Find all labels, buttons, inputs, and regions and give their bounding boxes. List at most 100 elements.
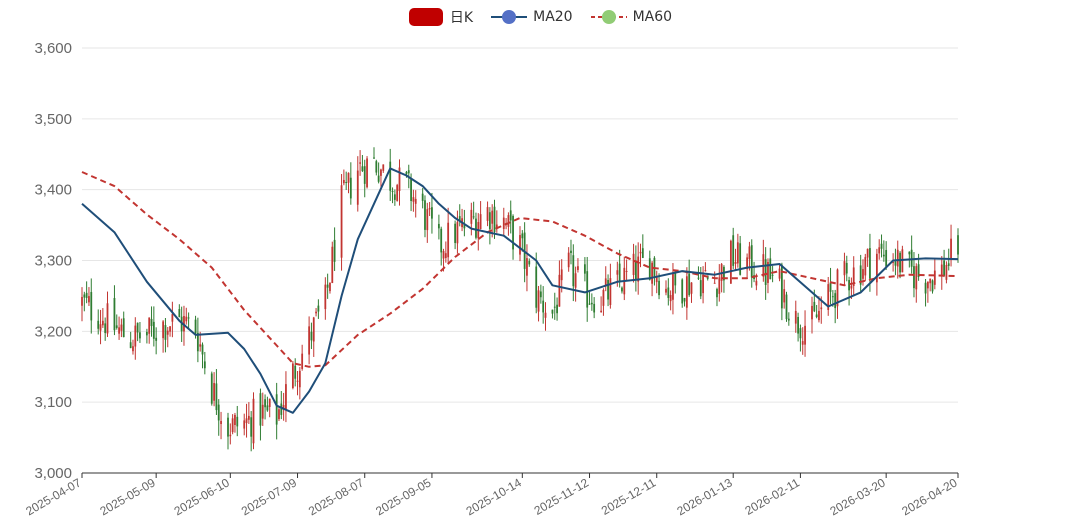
candle bbox=[342, 169, 345, 186]
candle bbox=[639, 243, 642, 268]
candle bbox=[359, 150, 361, 176]
candle bbox=[843, 252, 846, 286]
candle bbox=[259, 388, 262, 441]
candle bbox=[275, 382, 278, 440]
candle bbox=[957, 228, 959, 263]
candle bbox=[185, 307, 188, 325]
candle bbox=[296, 371, 299, 396]
candle bbox=[412, 189, 415, 212]
candle bbox=[101, 308, 104, 328]
candle bbox=[139, 321, 141, 343]
candle bbox=[577, 258, 579, 273]
candle bbox=[475, 212, 477, 240]
candle bbox=[653, 256, 656, 286]
candle bbox=[437, 214, 440, 240]
x-tick-label: 2026-03-20 bbox=[827, 475, 887, 518]
candle bbox=[493, 199, 496, 239]
candle bbox=[145, 328, 148, 344]
candle bbox=[169, 326, 171, 337]
candle bbox=[491, 204, 494, 238]
candle bbox=[845, 255, 848, 282]
candle bbox=[609, 263, 612, 309]
candle bbox=[537, 285, 540, 322]
candle bbox=[454, 220, 457, 250]
candle bbox=[783, 279, 786, 309]
candle bbox=[85, 281, 88, 304]
candle bbox=[291, 361, 294, 390]
candle bbox=[252, 392, 255, 450]
candle bbox=[672, 263, 674, 315]
legend-item-ma20[interactable]: MA20 bbox=[491, 6, 573, 28]
candle bbox=[528, 258, 531, 267]
candle bbox=[785, 291, 788, 322]
candle bbox=[196, 317, 199, 363]
candle bbox=[380, 168, 382, 187]
candle bbox=[910, 235, 913, 274]
candle bbox=[818, 296, 820, 323]
candle bbox=[470, 202, 473, 236]
candle bbox=[604, 266, 607, 292]
candle bbox=[345, 171, 348, 190]
candle bbox=[882, 240, 885, 262]
candle bbox=[120, 318, 123, 338]
candle bbox=[456, 210, 459, 254]
candle bbox=[681, 278, 684, 308]
candle bbox=[278, 406, 280, 422]
candle bbox=[236, 405, 239, 437]
candle bbox=[83, 291, 86, 312]
candle bbox=[234, 412, 236, 433]
candle bbox=[104, 317, 107, 341]
candle bbox=[621, 286, 623, 294]
candle bbox=[829, 267, 832, 305]
candle bbox=[428, 202, 431, 217]
candle bbox=[486, 201, 489, 227]
lines-layer bbox=[81, 167, 959, 414]
legend-ma60-label: MA60 bbox=[632, 9, 673, 25]
candle bbox=[375, 159, 378, 176]
x-tick-label: 2025-08-07 bbox=[306, 475, 366, 518]
candle bbox=[129, 331, 132, 349]
y-tick-label: 3,000 bbox=[34, 465, 72, 482]
candle bbox=[88, 287, 90, 306]
candle bbox=[201, 342, 204, 369]
candle bbox=[880, 234, 883, 258]
candle bbox=[625, 259, 628, 281]
candle bbox=[447, 207, 450, 264]
candle bbox=[702, 266, 704, 304]
candle bbox=[326, 273, 329, 299]
candle bbox=[398, 159, 401, 206]
candle bbox=[349, 162, 352, 205]
candle bbox=[347, 172, 350, 194]
candle bbox=[317, 299, 320, 319]
candle bbox=[431, 192, 433, 234]
candle bbox=[943, 249, 945, 278]
candle bbox=[804, 310, 806, 357]
candle bbox=[217, 399, 220, 436]
candle bbox=[229, 423, 232, 445]
legend-item-kline[interactable]: 日K bbox=[408, 6, 473, 28]
candle bbox=[748, 241, 751, 271]
chart-legend: 日K MA20 MA60 bbox=[0, 6, 1080, 28]
y-tick-label: 3,500 bbox=[34, 111, 72, 128]
candle bbox=[488, 207, 491, 245]
candle bbox=[572, 244, 575, 302]
candle bbox=[632, 243, 635, 283]
legend-item-ma60[interactable]: MA60 bbox=[590, 6, 673, 28]
candle bbox=[391, 187, 394, 204]
candle bbox=[312, 316, 315, 357]
candle bbox=[396, 183, 399, 202]
candle bbox=[704, 262, 707, 272]
candle bbox=[926, 281, 929, 303]
candle bbox=[602, 288, 605, 316]
candle bbox=[472, 201, 475, 220]
candle bbox=[301, 344, 304, 371]
candle bbox=[878, 239, 881, 260]
candle bbox=[690, 282, 693, 303]
candle bbox=[231, 414, 234, 435]
candle bbox=[836, 268, 839, 319]
candle bbox=[361, 155, 364, 172]
candle bbox=[746, 253, 749, 278]
candle bbox=[122, 311, 125, 338]
x-tick-label: 2025-07-09 bbox=[239, 475, 299, 518]
